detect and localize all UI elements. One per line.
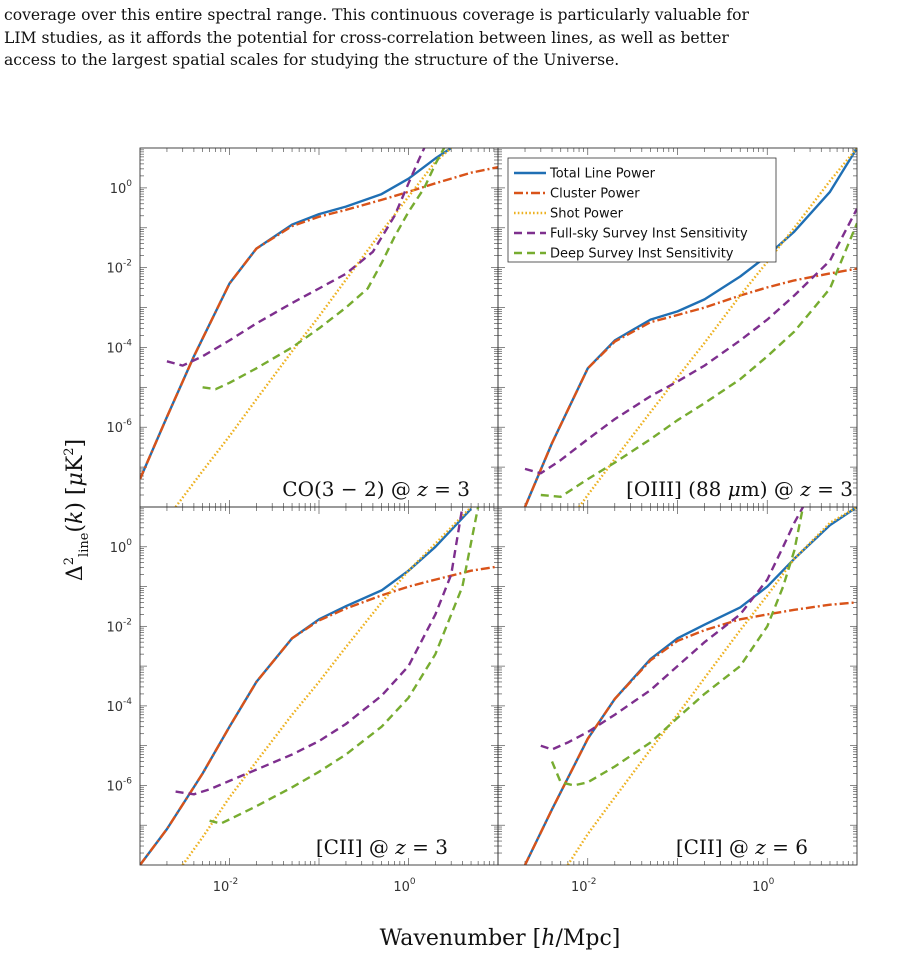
tick-label: 100 (110, 179, 133, 197)
series-line-deep-survey-inst-sensitivity (540, 222, 857, 498)
panel (139, 506, 499, 866)
tick-label: 100 (393, 877, 416, 895)
axis-ticks (140, 507, 498, 865)
series-line-shot-power (174, 148, 452, 507)
tick-label: 10-2 (106, 259, 132, 277)
tick-label: 100 (752, 877, 775, 895)
series-line-cluster-power (140, 166, 498, 480)
panel (497, 506, 858, 866)
series-group (140, 148, 498, 507)
axis-ticks (498, 507, 857, 865)
series-line-full-sky-survey-inst-sensitivity (175, 507, 464, 796)
panel-label: CO(3 − 2) @ z = 3 (282, 477, 470, 501)
series-line-shot-power (566, 507, 857, 865)
y-axis-title: Δ2line(k) [μK2] (62, 439, 92, 581)
series-line-shot-power (181, 507, 472, 865)
tick-label: 10-4 (106, 338, 132, 356)
legend: Total Line Power Cluster Power Shot Power F… (507, 157, 777, 263)
panel (139, 147, 499, 508)
series-line-cluster-power (523, 601, 857, 865)
paragraph-line: access to the largest spatial scales for… (4, 51, 620, 69)
series-group (523, 148, 857, 507)
legend-label: Deep Survey Inst Sensitivity (550, 247, 734, 262)
panel-label: [OIII] (88 μm) @ z = 3 (626, 477, 853, 501)
series-line-cluster-power (140, 565, 498, 865)
legend-label: Cluster Power (550, 187, 640, 202)
legend-label: Total Line Power (549, 167, 656, 182)
series-line-deep-survey-inst-sensitivity (550, 507, 805, 787)
paragraph-line: coverage over this entire spectral range… (4, 6, 749, 24)
xlabel-part: h (541, 926, 555, 951)
xlabel-part: Wavenumber [ (380, 926, 542, 951)
xlabel-part: /Mpc] (555, 926, 620, 951)
series-line-total-line-power (140, 148, 452, 480)
tick-label: 10-4 (106, 697, 132, 715)
legend-label: Shot Power (550, 207, 624, 222)
tick-label: 10-2 (571, 877, 597, 895)
paragraph-line: LIM studies, as it affords the potential… (4, 28, 729, 47)
panel-label: [CII] @ z = 6 (676, 835, 808, 859)
svg-text:Δ2line(k) [μK2]: Δ2line(k) [μK2] (62, 439, 92, 581)
axis-ticks (140, 148, 498, 507)
series-group (140, 507, 498, 865)
tick-label: 10-2 (213, 877, 239, 895)
tick-label: 100 (110, 538, 133, 556)
series-line-shot-power (578, 148, 857, 507)
tick-labels: 10-2 100 10-2 100 100 10-2 10-4 10-6 100 10-2 10-4… (106, 179, 774, 895)
series-group (523, 507, 857, 865)
series-line-total-line-power (523, 507, 857, 865)
series-line-full-sky-survey-inst-sensitivity (166, 148, 426, 367)
legend-label: Full-sky Survey Inst Sensitivity (550, 227, 748, 242)
panel-label: [CII] @ z = 3 (316, 835, 448, 859)
series-line-full-sky-survey-inst-sensitivity (524, 208, 857, 475)
series-line-full-sky-survey-inst-sensitivity (540, 507, 805, 751)
x-axis-title: Wavenumber [h/Mpc] (380, 926, 621, 951)
body-paragraph: coverage over this entire spectral range… (4, 4, 904, 72)
series-line-deep-survey-inst-sensitivity (209, 507, 480, 825)
tick-label: 10-6 (106, 776, 132, 794)
panel-frame (497, 506, 858, 866)
legend-box (507, 157, 777, 263)
series-line-total-line-power (140, 507, 472, 865)
tick-label: 10-6 (106, 418, 132, 436)
series-line-cluster-power (523, 267, 857, 507)
panels: CO(3 − 2) @ z = 3 [OIII] (88 μm) @ z = 3 [… (139, 147, 858, 866)
series-line-deep-survey-inst-sensitivity (202, 148, 446, 391)
panel-frame (139, 506, 499, 866)
tick-label: 10-2 (106, 617, 132, 635)
